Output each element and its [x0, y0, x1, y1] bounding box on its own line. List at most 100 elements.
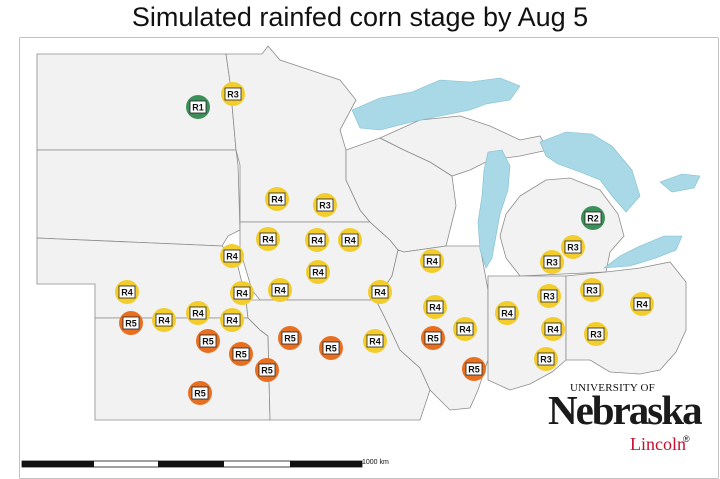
marker-label: R3 [586, 285, 598, 295]
marker-label-box [199, 334, 217, 348]
marker-label-box [423, 254, 441, 268]
logo-top-text: UNIVERSITY OF [570, 382, 655, 394]
marker-label-box [465, 362, 483, 376]
scale-bar-label: 1000 km [362, 459, 389, 466]
stage-marker-r3: R3 [313, 193, 337, 217]
marker-label: R5 [468, 364, 480, 374]
marker-label-box [223, 249, 241, 263]
marker-label-box [587, 327, 605, 341]
marker-label-box [564, 240, 582, 254]
stage-marker-r4: R4 [220, 244, 244, 268]
stage-marker-r1: R1 [186, 95, 210, 119]
marker-label-box [366, 334, 384, 348]
stage-marker-r4: R4 [363, 329, 387, 353]
marker-label-box [424, 331, 442, 345]
markers-layer: R1 R3 R4 R3 R4 R4 R4 R4 R4 R4 R4 R4 R4 R5 R4 R4 R4 R5 R5 R5… [115, 82, 654, 405]
stage-marker-r5: R5 [188, 381, 212, 405]
marker-label: R4 [121, 287, 133, 297]
stage-marker-r4: R4 [256, 227, 280, 251]
marker-label-box [537, 352, 555, 366]
marker-label: R3 [543, 291, 555, 301]
marker-label-box [426, 300, 444, 314]
marker-label: R2 [587, 213, 599, 223]
marker-label-box [155, 313, 173, 327]
marker-label: R4 [344, 235, 356, 245]
marker-label: R4 [158, 315, 170, 325]
stage-marker-r4: R4 [630, 292, 654, 316]
stage-marker-r2: R2 [581, 206, 605, 230]
marker-label-box [371, 285, 389, 299]
marker-label: R4 [262, 234, 274, 244]
marker-label-box [118, 285, 136, 299]
stage-marker-r4: R4 [368, 280, 392, 304]
marker-label-box [308, 233, 326, 247]
stage-marker-r4: R4 [306, 260, 330, 284]
logo-main-text: Nebraska [548, 387, 703, 433]
stage-marker-r3: R3 [540, 250, 564, 274]
stage-marker-r4: R4 [453, 317, 477, 341]
stage-marker-r5: R5 [278, 326, 302, 350]
marker-label-box [584, 211, 602, 225]
marker-label-box [271, 283, 289, 297]
stage-marker-r5: R5 [196, 329, 220, 353]
stage-marker-r4: R4 [230, 281, 254, 305]
stage-marker-r5: R5 [319, 336, 343, 360]
lake-michigan [477, 149, 511, 269]
stage-marker-r5: R5 [229, 342, 253, 366]
marker-label: R3 [590, 329, 602, 339]
logo-sub-text: Lincoln [630, 434, 686, 454]
marker-label: R4 [312, 267, 324, 277]
marker-label: R1 [192, 102, 204, 112]
marker-label-box [540, 289, 558, 303]
marker-label-box [189, 306, 207, 320]
marker-label-box [268, 192, 286, 206]
marker-label: R5 [325, 343, 337, 353]
stage-marker-r5: R5 [462, 357, 486, 381]
stage-marker-r4: R4 [541, 317, 565, 341]
marker-label: R5 [194, 388, 206, 398]
marker-label-box [544, 322, 562, 336]
state-ohio [565, 261, 687, 375]
stage-marker-r4: R4 [186, 301, 210, 325]
marker-label: R4 [274, 285, 286, 295]
marker-label: R3 [567, 242, 579, 252]
marker-label-box [224, 87, 242, 101]
marker-label: R4 [374, 287, 386, 297]
marker-label-box [189, 100, 207, 114]
scale-segment-3 [290, 461, 362, 467]
stage-marker-r5: R5 [119, 311, 143, 335]
marker-label-box [456, 322, 474, 336]
stage-marker-r4: R4 [152, 308, 176, 332]
states-layer [36, 45, 687, 421]
marker-label-box [259, 232, 277, 246]
marker-label: R5 [125, 318, 137, 328]
stage-marker-r3: R3 [221, 82, 245, 106]
lake-superior [351, 77, 521, 131]
state-kansas [94, 317, 271, 421]
marker-label-box [223, 313, 241, 327]
marker-label-box [341, 233, 359, 247]
stage-marker-r4: R4 [220, 308, 244, 332]
marker-label: R4 [369, 336, 381, 346]
stage-marker-r4: R4 [495, 301, 519, 325]
marker-label: R4 [459, 324, 471, 334]
marker-label: R5 [284, 333, 296, 343]
stage-marker-r4: R4 [423, 295, 447, 319]
marker-label: R4 [192, 308, 204, 318]
marker-label-box [281, 331, 299, 345]
marker-label: R3 [540, 354, 552, 364]
lake-huron [539, 131, 641, 213]
marker-label-box [258, 363, 276, 377]
marker-label: R4 [547, 324, 559, 334]
great-lakes [351, 77, 701, 269]
marker-label: R4 [636, 299, 648, 309]
marker-label: R5 [427, 333, 439, 343]
marker-label-box [232, 347, 250, 361]
stage-marker-r3: R3 [580, 278, 604, 302]
marker-label: R4 [236, 288, 248, 298]
lake-ontario [659, 173, 701, 193]
marker-label-box [122, 316, 140, 330]
marker-label: R4 [271, 194, 283, 204]
stage-marker-r3: R3 [537, 284, 561, 308]
stage-marker-r4: R4 [338, 228, 362, 252]
